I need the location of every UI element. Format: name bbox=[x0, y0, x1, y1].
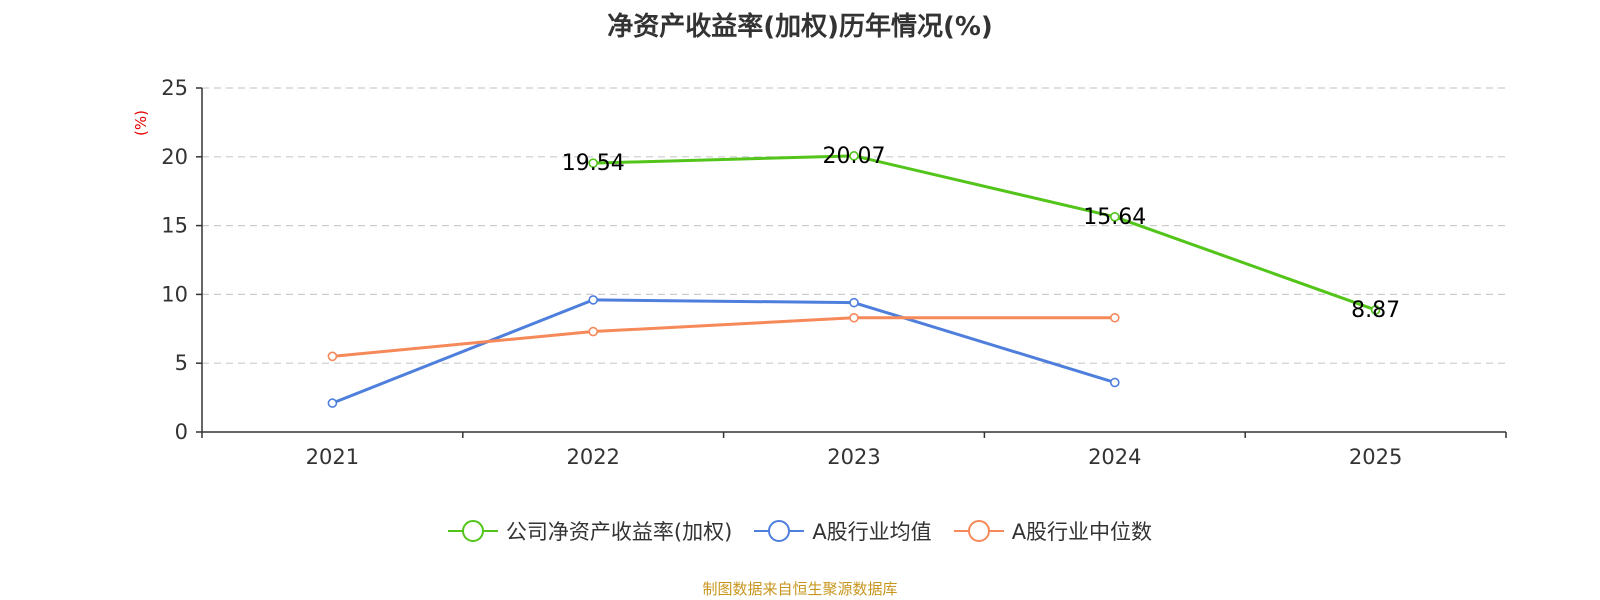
data-point bbox=[1110, 312, 1120, 323]
legend: 公司净资产收益率(加权) A股行业均值 A股行业中位数 bbox=[0, 516, 1600, 546]
data-point bbox=[849, 297, 859, 308]
data-label: 20.07 bbox=[823, 144, 886, 169]
legend-label: 公司净资产收益率(加权) bbox=[505, 520, 733, 544]
legend-marker-icon bbox=[953, 519, 1004, 543]
series-line bbox=[593, 154, 1377, 312]
legend-item-company-roe[interactable]: 公司净资产收益率(加权) bbox=[447, 516, 733, 546]
y-tick-label: 25 bbox=[161, 76, 188, 100]
series-line bbox=[332, 316, 1115, 358]
legend-item-industry-mean[interactable]: A股行业均值 bbox=[754, 516, 932, 546]
data-point bbox=[588, 158, 599, 168]
data-point bbox=[1110, 211, 1120, 222]
y-tick-label: 20 bbox=[161, 145, 188, 169]
data-point bbox=[1110, 377, 1120, 388]
data-point bbox=[1370, 305, 1381, 315]
y-tick-label: 15 bbox=[161, 214, 188, 238]
legend-item-industry-median[interactable]: A股行业中位数 bbox=[953, 516, 1153, 546]
data-label: 8.87 bbox=[1351, 298, 1400, 323]
data-point bbox=[849, 151, 859, 161]
y-axis-label: (%) bbox=[132, 110, 150, 136]
data-point bbox=[588, 326, 599, 337]
series-line bbox=[331, 298, 1116, 405]
data-point bbox=[327, 351, 338, 362]
x-tick-label: 2025 bbox=[1349, 445, 1402, 469]
x-tick-label: 2024 bbox=[1088, 445, 1141, 469]
data-point bbox=[588, 295, 599, 305]
x-tick-label: 2023 bbox=[827, 445, 880, 469]
x-tick-label: 2022 bbox=[566, 445, 619, 469]
legend-label: A股行业均值 bbox=[812, 520, 932, 544]
y-tick-label: 5 bbox=[175, 351, 188, 375]
source-note: 制图数据来自恒生聚源数据库 bbox=[702, 580, 898, 598]
legend-marker-icon bbox=[754, 519, 805, 543]
chart-title: 净资产收益率(加权)历年情况(%) bbox=[607, 12, 993, 42]
legend-label: A股行业中位数 bbox=[1011, 520, 1153, 544]
data-label: 15.64 bbox=[1083, 205, 1146, 230]
x-tick-label: 2021 bbox=[306, 445, 359, 469]
data-label: 19.54 bbox=[562, 151, 625, 176]
y-tick-label: 0 bbox=[175, 420, 188, 444]
legend-marker-icon bbox=[447, 519, 498, 543]
data-point bbox=[327, 398, 338, 408]
y-tick-label: 10 bbox=[161, 282, 188, 306]
data-point bbox=[849, 312, 859, 323]
